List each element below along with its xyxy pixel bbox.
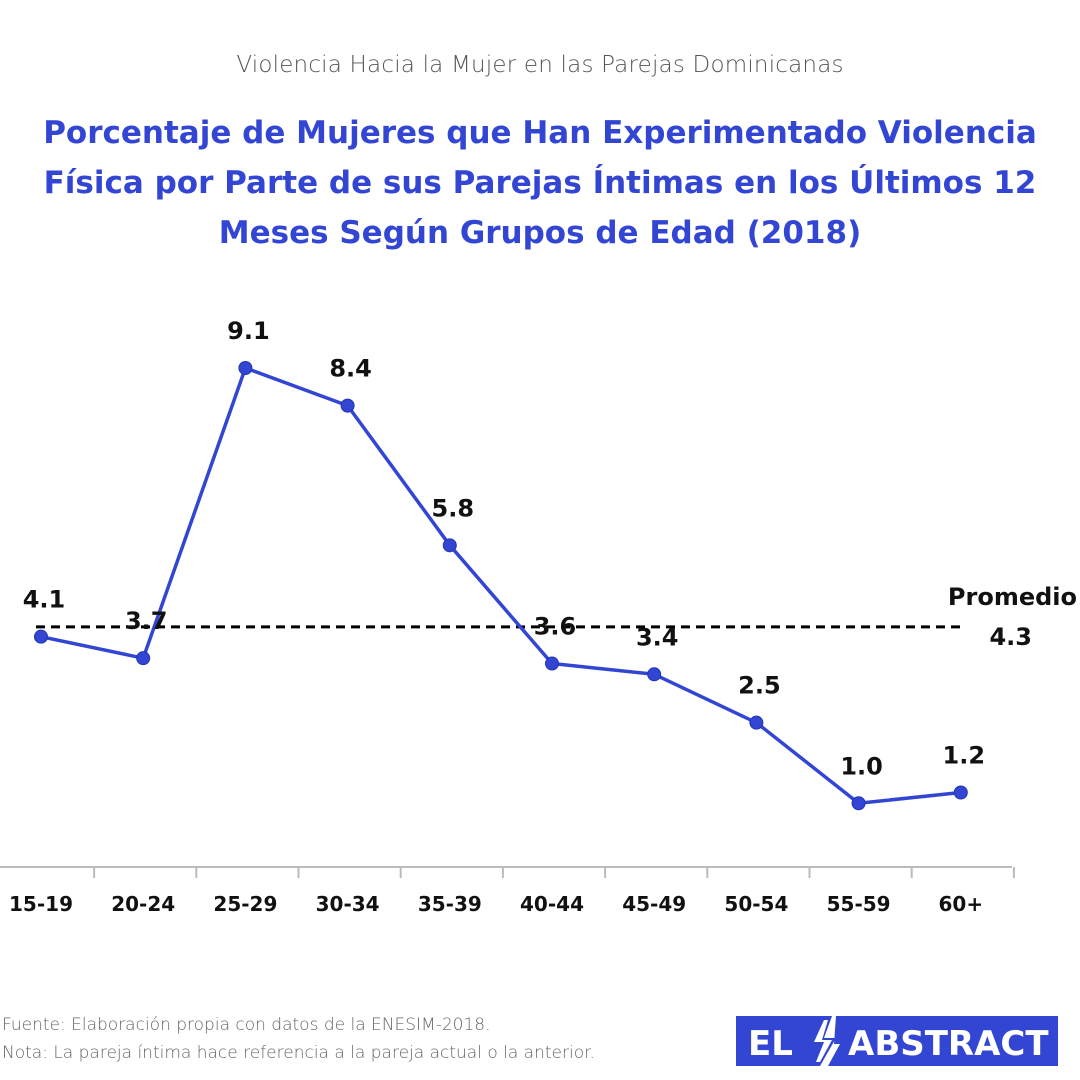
- footer: Fuente: Elaboración propia con datos de …: [2, 1011, 595, 1067]
- data-label: 2.5: [738, 672, 781, 700]
- data-label: 1.2: [943, 742, 986, 770]
- data-point-marker: [749, 715, 764, 730]
- x-tick-label: 55-59: [827, 892, 891, 916]
- logo-bolt-cut: [814, 1020, 832, 1062]
- data-label: 3.6: [534, 613, 577, 641]
- data-label: 9.1: [227, 317, 270, 345]
- logo-text-right: ABSTRACT: [848, 1024, 1049, 1064]
- x-tick-label: 60+: [939, 892, 984, 916]
- data-label: 8.4: [329, 355, 372, 383]
- logo-text-left: EL: [748, 1024, 793, 1064]
- x-tick-label: 45-49: [622, 892, 686, 916]
- data-label: 4.1: [23, 586, 66, 614]
- x-axis-ticks: [93, 867, 1015, 878]
- data-point-marker: [34, 629, 48, 644]
- x-tick-label: 25-29: [213, 892, 277, 916]
- x-tick-label: 15-19: [9, 892, 73, 916]
- el-abstract-logo: EL ABSTRACT: [736, 1016, 1058, 1066]
- x-axis-tick-labels: 15-19 20-24 25-29 30-34 35-39 40-44 45-49 50-54…: [9, 892, 983, 916]
- source-note: Fuente: Elaboración propia con datos de …: [2, 1015, 491, 1035]
- data-point-marker: [953, 785, 968, 800]
- logo-left-block: [736, 1016, 820, 1066]
- logo-right-block: [828, 1016, 1058, 1066]
- data-label: 3.4: [636, 623, 679, 651]
- data-label: 1.0: [840, 752, 883, 780]
- chart-title: Porcentaje de Mujeres que Han Experiment…: [43, 115, 1037, 251]
- data-labels: 4.1 3.7 9.1 8.4 5.8 3.6 3.4 2.5 1.0 1.2: [23, 317, 985, 780]
- chart-supertitle: Violencia Hacia la Mujer en las Parejas …: [236, 52, 844, 78]
- line-chart: 15-19 20-24 25-29 30-34 35-39 40-44 45-49 50-54…: [0, 317, 1077, 916]
- x-tick-label: 30-34: [316, 892, 380, 916]
- data-point-marker: [545, 656, 559, 671]
- average-label: Promedio: [948, 583, 1077, 611]
- definition-note: Nota: La pareja íntima hace referencia a…: [2, 1043, 595, 1063]
- series-markers: [34, 361, 968, 811]
- data-point-marker: [238, 361, 253, 375]
- data-point-marker: [340, 398, 355, 413]
- average-value-label: 4.3: [989, 623, 1032, 651]
- x-tick-label: 40-44: [520, 892, 584, 916]
- data-point-marker: [851, 796, 866, 811]
- series-line: [40, 366, 961, 806]
- data-label: 3.7: [125, 607, 168, 635]
- x-tick-label: 35-39: [418, 892, 482, 916]
- data-point-marker: [136, 651, 151, 666]
- data-point-marker: [442, 538, 457, 553]
- data-point-marker: [647, 667, 662, 682]
- x-tick-label: 20-24: [111, 892, 175, 916]
- data-label: 5.8: [432, 494, 475, 522]
- x-tick-label: 50-54: [724, 892, 788, 916]
